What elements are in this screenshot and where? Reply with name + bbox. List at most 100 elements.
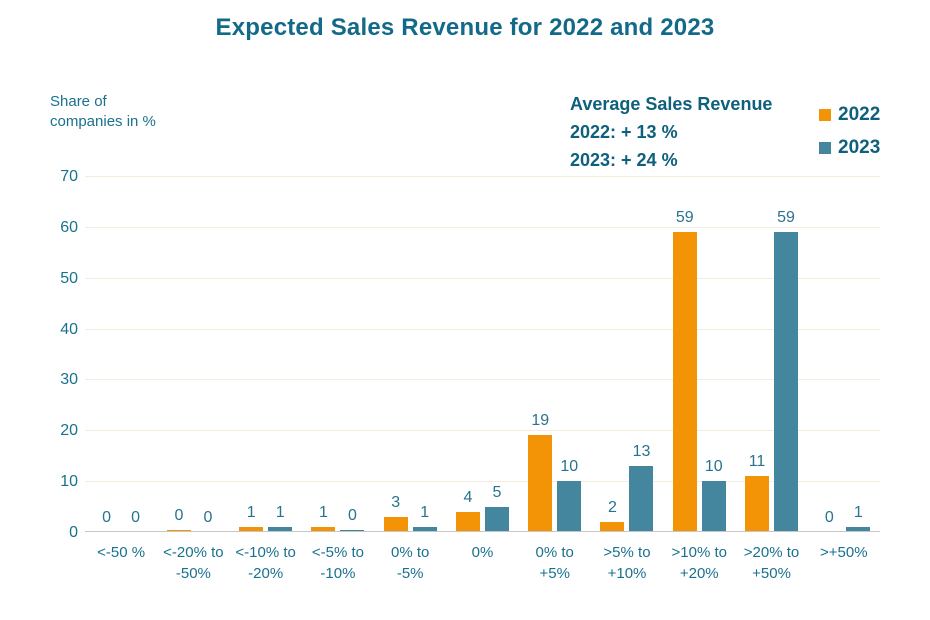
legend-swatch-2023 — [819, 142, 831, 154]
y-axis-ticks: 0 10 20 30 40 50 60 70 — [38, 168, 78, 541]
x-tick-label: >20% to +50% — [743, 544, 800, 582]
bar-rect-2022 — [672, 232, 697, 532]
annotation-2023: 2023: + 24 % — [570, 150, 678, 170]
bar-value-label: 4 — [463, 489, 473, 506]
bar-2022: 2 — [600, 499, 625, 532]
y-tick-30: 30 — [60, 371, 78, 389]
bar-value-label: 0 — [347, 507, 357, 524]
bar-value-label: 0 — [102, 509, 112, 526]
bar-value-label: 1 — [246, 504, 256, 521]
legend-item-2022: 2022 — [819, 104, 880, 126]
annotation-2022: 2022: + 13 % — [570, 122, 678, 142]
y-tick-20: 20 — [60, 422, 78, 440]
legend-swatch-2022 — [819, 109, 831, 121]
bar-value-label: 5 — [492, 484, 502, 501]
bar-rect-2022 — [311, 527, 336, 532]
y-tick-10: 10 — [60, 473, 78, 491]
bar-2023: 1 — [268, 504, 293, 532]
bar-2023: 59 — [774, 209, 799, 532]
bar-2023: 1 — [412, 504, 437, 532]
gridline-30 — [85, 379, 880, 381]
y-axis-label-line1: Share of — [50, 93, 107, 110]
y-axis-label: Share of companies in % — [50, 92, 156, 132]
bar-groups: 0 0 0 0 1 1 1 0 3 1 4 5 19 10 2 13 59 10 11 59 0 1 — [85, 176, 880, 532]
x-tick-label: >10% to +20% — [671, 544, 727, 582]
plot-area: 0 0 0 0 1 1 1 0 3 1 4 5 19 10 2 13 59 10 11 59 0 1 — [85, 176, 880, 532]
gridline-20 — [85, 430, 880, 432]
x-tick-label: 0% — [471, 544, 494, 561]
bar-value-label: 1 — [275, 504, 285, 521]
bar-rect-2022 — [455, 512, 480, 532]
gridline-60 — [85, 226, 880, 228]
bar-rect-2023 — [701, 481, 726, 532]
x-tick-label: >5% to +10% — [603, 544, 651, 582]
bar-group: 19 10 — [519, 176, 591, 532]
bar-value-label: 2 — [608, 499, 617, 516]
bar-value-label: 10 — [560, 458, 579, 475]
annotation-heading: Average Sales Revenue — [570, 94, 773, 114]
gridline-10 — [85, 481, 880, 483]
bar-2022: 1 — [311, 504, 336, 532]
bar-2023: 5 — [484, 484, 509, 532]
x-tick-label: >+50% — [820, 544, 868, 561]
legend-label-2022: 2022 — [838, 104, 881, 125]
bar-2022: 4 — [455, 489, 480, 532]
bar-rect-2023 — [412, 527, 437, 532]
bar-rect-2022 — [528, 435, 553, 532]
bar-value-label: 19 — [531, 412, 550, 429]
bar-group: 11 59 — [735, 176, 807, 532]
bar-2022: 3 — [383, 494, 408, 532]
bar-value-label: 0 — [174, 507, 184, 524]
gridline-40 — [85, 328, 880, 330]
bar-rect-2023 — [484, 507, 509, 532]
bar-value-label: 3 — [391, 494, 401, 511]
bar-rect-2023 — [774, 232, 799, 532]
gridline-70 — [85, 176, 880, 177]
bar-value-label: 10 — [704, 458, 723, 475]
bar-value-label: 0 — [203, 509, 213, 526]
bar-rect-2022 — [383, 517, 408, 532]
y-tick-50: 50 — [60, 269, 78, 287]
bar-value-label: 1 — [420, 504, 430, 521]
bar-rect-2023 — [846, 527, 871, 532]
bar-value-label: 59 — [777, 209, 795, 226]
bar-rect-2022 — [600, 522, 625, 532]
x-tick-label: <-5% to -10% — [311, 544, 364, 582]
legend: 2022 2023 — [819, 104, 880, 170]
y-tick-0: 0 — [69, 524, 78, 541]
bar-2022: 11 — [745, 453, 770, 532]
bar-2023: 13 — [629, 443, 654, 532]
annotation-average-sales: Average Sales Revenue 2022: + 13 % 2023:… — [570, 90, 772, 174]
x-tick-label: 0% to +5% — [535, 544, 574, 582]
legend-label-2023: 2023 — [838, 137, 881, 158]
bar-2023: 10 — [701, 458, 726, 532]
legend-item-2023: 2023 — [819, 137, 880, 159]
bar-value-label: 0 — [131, 509, 141, 526]
x-tick-label: <-10% to -20% — [235, 544, 296, 582]
gridline-50 — [85, 277, 880, 279]
bar-value-label: 1 — [318, 504, 328, 521]
bar-2022: 1 — [239, 504, 264, 532]
chart-title: Expected Sales Revenue for 2022 and 2023 — [215, 14, 715, 41]
bar-value-label: 13 — [632, 443, 651, 460]
y-tick-60: 60 — [60, 218, 78, 236]
x-tick-label: 0% to -5% — [391, 544, 430, 582]
bar-2023: 1 — [846, 504, 871, 532]
x-tick-label: <-20% to -50% — [163, 544, 224, 582]
bar-2023: 10 — [557, 458, 582, 532]
bar-value-label: 59 — [675, 209, 694, 226]
bar-rect-2023 — [557, 481, 582, 532]
bar-rect-2022 — [239, 527, 264, 532]
x-axis-line — [85, 531, 880, 532]
bar-value-label: 1 — [853, 504, 863, 521]
y-tick-70: 70 — [60, 168, 78, 185]
bar-group: 59 10 — [663, 176, 735, 532]
bar-value-label: 11 — [748, 453, 766, 470]
bar-rect-2022 — [745, 476, 770, 532]
bar-value-label: 0 — [824, 509, 834, 526]
